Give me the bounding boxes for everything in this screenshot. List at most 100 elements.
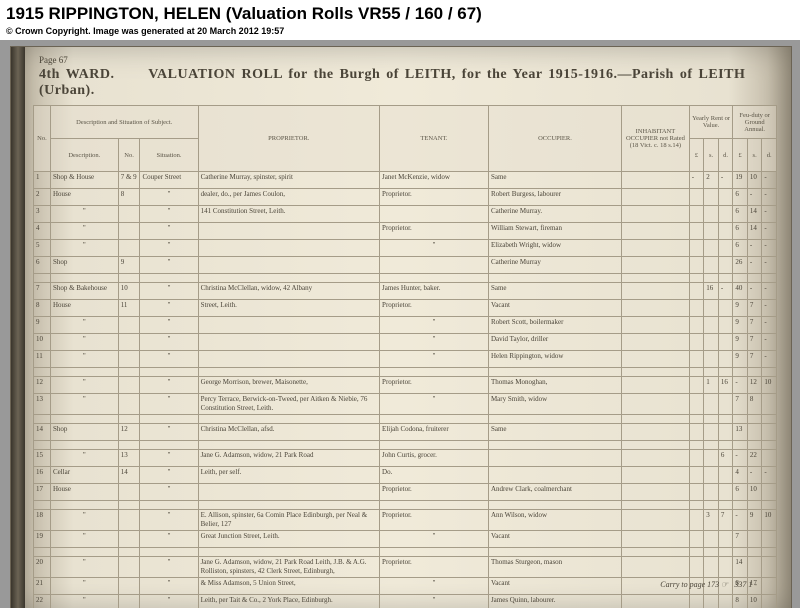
cell bbox=[718, 531, 733, 548]
cell: " bbox=[140, 189, 198, 206]
cell bbox=[118, 595, 140, 608]
cell: " bbox=[140, 484, 198, 501]
cell bbox=[747, 424, 762, 441]
cell: Helen Rippington, widow bbox=[488, 351, 621, 368]
cell: Cellar bbox=[50, 467, 118, 484]
cell bbox=[704, 206, 719, 223]
cell bbox=[622, 450, 690, 467]
cell: - bbox=[762, 300, 777, 317]
cell: Couper Street bbox=[140, 172, 198, 189]
cell: 9 bbox=[733, 300, 748, 317]
col-rent: Yearly Rent or Value. bbox=[689, 106, 733, 139]
cell bbox=[689, 531, 704, 548]
cell bbox=[704, 394, 719, 415]
cell: 10 bbox=[762, 510, 777, 531]
cell bbox=[704, 240, 719, 257]
ledger-page: Page 67 4th WARD. VALUATION ROLL for the… bbox=[33, 55, 777, 603]
cell bbox=[718, 189, 733, 206]
cell bbox=[198, 257, 379, 274]
cell bbox=[622, 334, 690, 351]
cell: Vacant bbox=[488, 531, 621, 548]
cell: " bbox=[50, 595, 118, 608]
cell bbox=[704, 257, 719, 274]
cell: 141 Constitution Street, Leith. bbox=[198, 206, 379, 223]
cell bbox=[622, 240, 690, 257]
cell bbox=[198, 240, 379, 257]
cell: " bbox=[140, 206, 198, 223]
table-row bbox=[34, 368, 777, 377]
cell: " bbox=[140, 450, 198, 467]
cell bbox=[689, 334, 704, 351]
col-no: No. bbox=[34, 106, 51, 172]
table-row: 19""Great Junction Street, Leith."Vacant… bbox=[34, 531, 777, 548]
cell: Mary Smith, widow bbox=[488, 394, 621, 415]
cell: E. Allison, spinster, 6a Comin Place Edi… bbox=[198, 510, 379, 531]
cell: " bbox=[140, 595, 198, 608]
cell: 4 bbox=[733, 467, 748, 484]
cell: " bbox=[140, 394, 198, 415]
cell: Percy Terrace, Berwick-on-Tweed, per Ait… bbox=[198, 394, 379, 415]
cell: Vacant bbox=[488, 300, 621, 317]
cell: Robert Burgess, labourer bbox=[488, 189, 621, 206]
cell: 3 bbox=[34, 206, 51, 223]
cell bbox=[622, 557, 690, 578]
cell bbox=[762, 557, 777, 578]
cell: " bbox=[140, 510, 198, 531]
cell bbox=[718, 223, 733, 240]
table-row: 2House8"dealer, do., per James Coulon,Pr… bbox=[34, 189, 777, 206]
cell bbox=[689, 206, 704, 223]
cell: 7 bbox=[733, 394, 748, 415]
cell: " bbox=[140, 223, 198, 240]
cell: Proprietor. bbox=[380, 223, 489, 240]
cell bbox=[718, 424, 733, 441]
record-title: 1915 RIPPINGTON, HELEN (Valuation Rolls … bbox=[6, 4, 794, 24]
cell: Shop & House bbox=[50, 172, 118, 189]
table-row: 3""141 Constitution Street, Leith.Cather… bbox=[34, 206, 777, 223]
table-row: 11"""Helen Rippington, widow97- bbox=[34, 351, 777, 368]
col-l2: £ bbox=[733, 139, 748, 172]
table-row: 22""Leith, per Tait & Co., 2 York Place,… bbox=[34, 595, 777, 608]
cell: Proprietor. bbox=[380, 484, 489, 501]
cell: Great Junction Street, Leith. bbox=[198, 531, 379, 548]
cell bbox=[118, 484, 140, 501]
cell bbox=[762, 484, 777, 501]
cell bbox=[704, 557, 719, 578]
cell: 19 bbox=[34, 531, 51, 548]
cell: Thomas Monoghan, bbox=[488, 377, 621, 394]
cell: - bbox=[718, 283, 733, 300]
cell bbox=[747, 531, 762, 548]
cell: 11 bbox=[118, 300, 140, 317]
cell bbox=[689, 450, 704, 467]
cell: 13 bbox=[118, 450, 140, 467]
cell: Christina McClellan, widow, 42 Albany bbox=[198, 283, 379, 300]
cell: 2 bbox=[34, 189, 51, 206]
table-row: 18""E. Allison, spinster, 6a Comin Place… bbox=[34, 510, 777, 531]
cell bbox=[704, 317, 719, 334]
cell: 7 bbox=[34, 283, 51, 300]
cell bbox=[622, 189, 690, 206]
cell bbox=[118, 377, 140, 394]
cell: - bbox=[762, 223, 777, 240]
cell: 18 bbox=[34, 510, 51, 531]
cell: 11 bbox=[34, 351, 51, 368]
col-inhab: INHABITANT OCCUPIER not Rated (18 Vict. … bbox=[622, 106, 690, 172]
cell: 14 bbox=[733, 557, 748, 578]
cell bbox=[622, 317, 690, 334]
cell bbox=[704, 450, 719, 467]
cell: - bbox=[747, 189, 762, 206]
cell: " bbox=[380, 394, 489, 415]
cell: 14 bbox=[747, 223, 762, 240]
cell: 2 bbox=[704, 172, 719, 189]
cell: Street, Leith. bbox=[198, 300, 379, 317]
cell: 14 bbox=[747, 206, 762, 223]
cell: John Curtis, grocer. bbox=[380, 450, 489, 467]
cell: - bbox=[689, 172, 704, 189]
col-feu: Feu-duty or Ground Annual. bbox=[733, 106, 777, 139]
cell bbox=[622, 510, 690, 531]
cell: - bbox=[718, 172, 733, 189]
cell: Christina McClellan, afsd. bbox=[198, 424, 379, 441]
cell: " bbox=[140, 351, 198, 368]
table-row: 13""Percy Terrace, Berwick-on-Tweed, per… bbox=[34, 394, 777, 415]
cell: Thomas Sturgeon, mason bbox=[488, 557, 621, 578]
cell: 9 bbox=[733, 351, 748, 368]
